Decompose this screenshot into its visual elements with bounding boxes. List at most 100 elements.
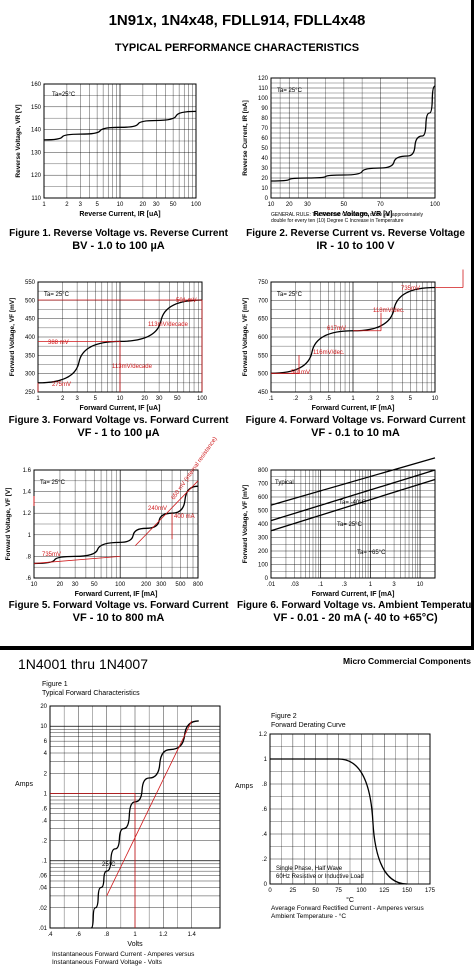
caption-fig3-line1: Figure 3. Forward Voltage vs. Forward Cu… (8, 415, 229, 426)
n4001_fig1-ylabel: Amps (15, 781, 33, 788)
n4001_fig2-plot-frame (269, 733, 431, 885)
fig3-xtick-label: 20 (141, 396, 148, 402)
caption-fig1-line2: BV - 1.0 to 100 µA (72, 240, 165, 252)
fig3-annotation: 501 mV (176, 298, 197, 304)
fig2-xtick-label: 100 (430, 202, 441, 208)
fig5-series-line (33, 485, 199, 565)
n4001_fig1-ytick-label: .4 (42, 818, 48, 824)
n4001_fig2-xtick-label: 0 (268, 888, 272, 894)
chart-n4001-fig1: .4 .6 .8 1 1.2 1.4 .01 .02 .04 .06 .1 .2 .4 .6 1 2 4 6 10 2… (15, 681, 221, 966)
fig5-ytick-label: .6 (26, 576, 32, 582)
n4001_fig1-xlabel: Volts (127, 941, 143, 948)
fig2-ytick-label: 100 (258, 96, 269, 102)
fig6-xtick-label: .03 (291, 582, 300, 588)
n4001_fig2-xtick-label: 25 (290, 888, 297, 894)
n4001_fig1-ytick-label: .1 (42, 859, 48, 865)
chart-fig5: 10 20 30 50 100 200 300 500 800 .6 .8 1 1.2 1.4 1.6 For… (5, 436, 219, 598)
fig4-xtick-label: 2 (376, 396, 380, 402)
n4001_fig2-subtitle: Forward Derating Curve (271, 722, 346, 729)
fig4-annotation: 735mV (401, 286, 420, 292)
fig5-xtick-label: 30 (72, 582, 79, 588)
fig3-annotation: 113mV/decade (112, 364, 153, 370)
fig5-ytick-label: 1.2 (23, 511, 32, 517)
chart-fig4: .1 .2 .3 .5 1 2 3 5 10 450 500 550 600 650 700 750 Forwa… (242, 269, 464, 412)
fig4-xtick-label: .3 (308, 396, 314, 402)
n4001_fig2-ytick-label: 0 (264, 882, 268, 888)
fig1-xtick-label: 20 (140, 202, 147, 208)
fig6-plot-frame (270, 469, 436, 579)
n4001_fig1-ytick-label: .01 (39, 926, 48, 932)
fig6-series-line (270, 478, 436, 532)
fig3-xtick-label: 3 (75, 396, 79, 402)
fig2-xtick-label: 50 (341, 202, 348, 208)
fig3-ytick-label: 500 (25, 298, 36, 304)
n4001_fig1-xtick-label: 1.4 (187, 932, 196, 938)
fig6-xtick-label: 10 (417, 582, 424, 588)
n4001_fig2-xtick-label: 150 (402, 888, 413, 894)
n4001_fig1-ytick-label: 4 (44, 751, 48, 757)
n4001_fig2-xlabel: °C (346, 896, 354, 904)
fig4-xlabel: Forward Current, IF [mA] (312, 405, 395, 412)
fig1-xtick-label: 10 (117, 202, 124, 208)
n4001_fig1-caption-line: Instantaneous Forward Current - Amperes … (52, 951, 195, 958)
n4001_fig2-xtick-label: 75 (335, 888, 342, 894)
fig1-ytick-label: 130 (31, 150, 42, 156)
fig2-ytick-label: 80 (261, 116, 268, 122)
fig4-ytick-label: 500 (258, 372, 269, 378)
fig2-ytick-label: 10 (261, 186, 268, 192)
fig2-ytick-label: 110 (258, 86, 268, 92)
fig3-xtick-label: 2 (61, 396, 65, 402)
fig5-ytick-label: .8 (26, 554, 32, 560)
n4001_fig2-ytick-label: .6 (262, 807, 268, 813)
n4001_fig2-annotation: 60Hz Resistive or Inductive Load (276, 874, 364, 880)
fig4-xtick-label: 5 (409, 396, 413, 402)
fig5-xtick-label: 50 (91, 582, 98, 588)
n4001_fig2-title: Figure 2 (271, 713, 297, 720)
n4001_fig1-title: Figure 1 (42, 681, 68, 688)
fig1-xtick-label: 1 (42, 202, 46, 208)
n4001_fig2-caption-line: Ambient Temperature - °C (271, 912, 346, 920)
caption-fig6: Figure 6. Forward Voltage vs. Ambient Te… (237, 600, 474, 624)
n4001_fig2-xtick-label: 100 (356, 888, 367, 894)
fig4-ylabel: Forward Voltage, VF [mV] (242, 298, 249, 377)
n4001_fig2-ytick-label: .8 (262, 782, 268, 788)
fig6-ytick-label: 500 (258, 509, 269, 515)
caption-fig4-line1: Figure 4. Forward Voltage vs. Forward Cu… (245, 415, 466, 426)
fig4-ytick-label: 650 (258, 317, 269, 323)
fig2-annotation: Ta= 25°C (277, 88, 303, 94)
fig3-ytick-label: 550 (25, 280, 36, 286)
fig6-ytick-label: 0 (265, 576, 269, 582)
fig2-ytick-label: 30 (261, 166, 268, 172)
fig5-plot-frame (33, 469, 199, 579)
fig5-xtick-label: 20 (57, 582, 64, 588)
fig1-ytick-label: 120 (31, 173, 42, 179)
fig4-ytick-label: 600 (258, 335, 269, 341)
fig5-xtick-label: 300 (156, 582, 167, 588)
fig2-ytick-label: 50 (261, 146, 268, 152)
n4001_fig1-ytick-label: 1 (44, 791, 48, 797)
fig3-ytick-label: 300 (25, 372, 36, 378)
caption-fig6-line1: Figure 6. Forward Voltage vs. Ambient Te… (237, 600, 474, 611)
caption-fig6-line2: VF - 0.01 - 20 mA (- 40 to +65°C) (273, 612, 438, 624)
caption-fig5-line2: VF - 10 to 800 mA (72, 612, 165, 624)
fig4-annotation: 617mV (327, 326, 346, 332)
n4001_fig1-annotation: 25°C (102, 862, 116, 868)
fig2-plot-frame (270, 77, 436, 199)
fig4-annotation: Ta= 25°C (277, 292, 303, 298)
fig4-annotation: 501mV (291, 370, 310, 376)
n4001_fig1-xtick-label: .8 (104, 932, 110, 938)
fig5-guide-line (135, 480, 199, 546)
fig5-xtick-label: 100 (115, 582, 126, 588)
fig1-plot-frame (43, 83, 197, 199)
fig2-series-line (270, 85, 436, 182)
fig3-xlabel: Forward Current, IF [uA] (80, 405, 161, 412)
n4001_fig1-ytick-label: 2 (44, 771, 48, 777)
fig3-ytick-label: 250 (25, 390, 36, 396)
fig2-xtick-label: 20 (286, 202, 293, 208)
fig1-xtick-label: 100 (191, 202, 202, 208)
fig6-series-label: Ta= +65°C (357, 550, 386, 556)
fig4-xtick-label: .2 (293, 396, 299, 402)
n4001_fig1-ytick-label: .2 (42, 839, 48, 845)
fig5-ytick-label: 1 (28, 533, 32, 539)
fig6-series-label: Ta= 25°C (337, 522, 363, 528)
